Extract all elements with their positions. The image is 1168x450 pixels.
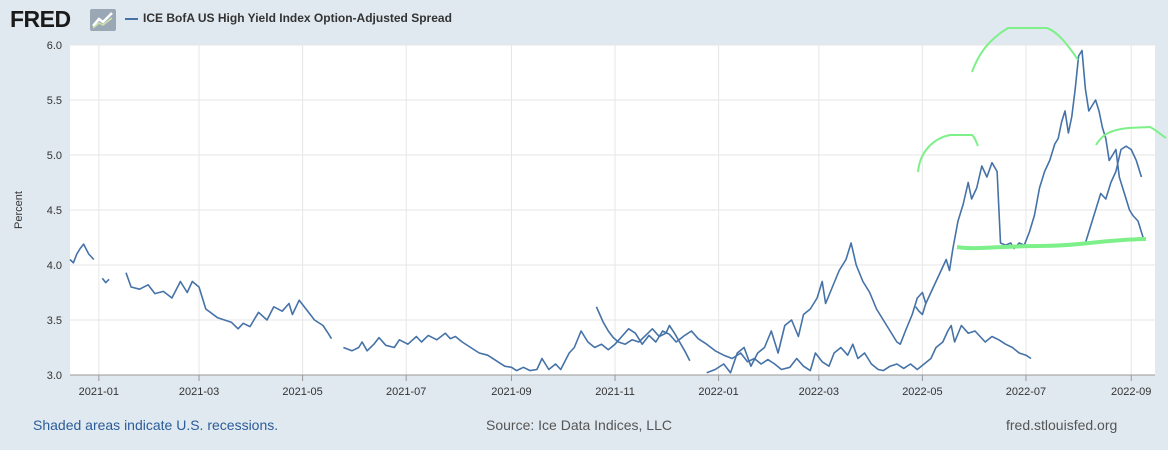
x-tick-label: 2022-09: [1111, 386, 1151, 398]
y-tick-label: 5.5: [47, 95, 62, 107]
chart-line-icon: [90, 9, 116, 31]
y-tick-label: 5.0: [47, 150, 62, 162]
series-line-segment: [125, 272, 333, 340]
series-line-segment: [595, 306, 691, 362]
series-line-segment: [101, 277, 110, 284]
x-tick-label: 2021-03: [179, 386, 219, 398]
legend-swatch: [125, 18, 138, 20]
y-tick-label: 4.0: [47, 260, 62, 272]
site-url[interactable]: fred.stlouisfed.org: [1006, 417, 1118, 433]
x-tick-label: 2022-05: [902, 386, 942, 398]
x-tick-label: 2022-07: [1006, 386, 1046, 398]
series-line-segment: [706, 242, 927, 374]
x-tick-label: 2022-01: [698, 386, 738, 398]
x-tick-label: 2021-09: [491, 386, 531, 398]
x-tick-label: 2021-05: [282, 386, 322, 398]
recessions-note[interactable]: Shaded areas indicate U.S. recessions.: [33, 417, 279, 433]
fred-logo[interactable]: FRED: [10, 6, 71, 32]
x-tick-label: 2022-03: [799, 386, 839, 398]
x-tick-label: 2021-07: [386, 386, 426, 398]
annotation-arc: [917, 134, 979, 173]
y-axis-title: Percent: [13, 191, 25, 229]
series-title[interactable]: ICE BofA US High Yield Index Option-Adju…: [143, 11, 452, 25]
y-tick-label: 3.5: [47, 315, 62, 327]
y-tick-label: 3.0: [47, 370, 62, 382]
series-line-segment: [343, 324, 1032, 372]
y-tick-label: 4.5: [47, 205, 62, 217]
annotation-underline: [956, 237, 1147, 251]
annotation-arc: [1095, 125, 1167, 146]
chart-header: FRED ICE BofA US High Yield Index Option…: [0, 0, 1168, 40]
annotation-arc: [971, 27, 1079, 73]
series-line-segment: [914, 49, 1144, 316]
x-tick-label: 2021-11: [595, 386, 635, 398]
chart-svg: 3.0 3.5 4.0 4.5 5.0 5.5 6.0 2021-01 2021-03 2021-…: [13, 27, 1167, 398]
y-tick-label: 6.0: [47, 40, 62, 52]
series-line-segment: [69, 243, 95, 264]
series-line-segment: [1084, 145, 1143, 244]
source-note: Source: Ice Data Indices, LLC: [486, 417, 672, 433]
x-tick-label: 2021-01: [79, 386, 119, 398]
